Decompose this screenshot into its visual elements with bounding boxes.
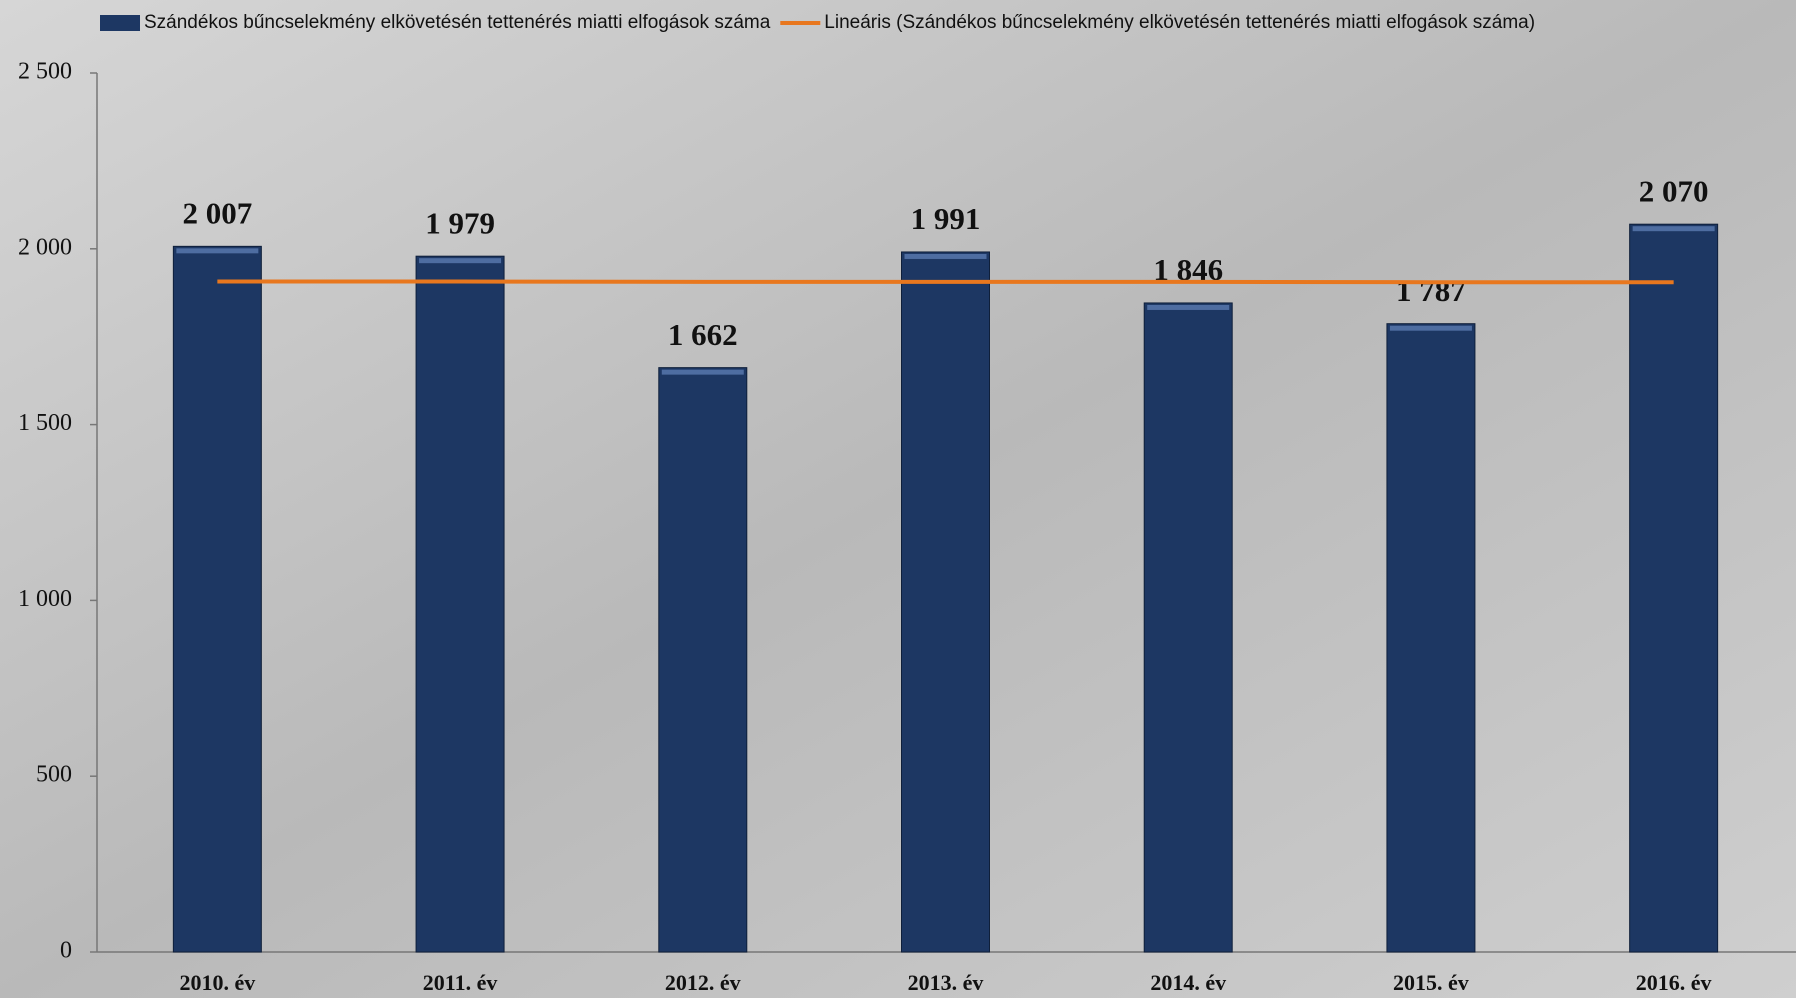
y-tick-label: 2 000 <box>18 234 72 260</box>
bar <box>1630 224 1718 952</box>
page: 0 500 1 000 1 500 2 000 2 500 2010. év 2011. év… <box>0 0 1796 998</box>
y-tick-label: 2 500 <box>18 59 72 85</box>
value-label: 2 070 <box>1639 173 1709 208</box>
bar-highlight <box>1633 226 1715 231</box>
value-label: 1 991 <box>911 201 981 236</box>
bar-highlight <box>419 258 501 263</box>
y-tick-label: 500 <box>36 762 72 788</box>
x-tick-label: 2014. év <box>1150 970 1226 995</box>
bar-highlight <box>662 370 744 375</box>
legend-label: Lineáris (Szándékos bűncselekmény elköve… <box>824 12 1535 33</box>
bar <box>416 256 504 952</box>
x-tick-label: 2015. év <box>1393 970 1469 995</box>
trend-line <box>217 281 1673 282</box>
x-tick-label: 2010. év <box>179 970 255 995</box>
bar <box>173 246 261 952</box>
value-label: 2 007 <box>182 195 252 230</box>
x-tick-label: 2011. év <box>423 970 498 995</box>
x-tick-label: 2013. év <box>908 970 984 995</box>
y-tick-label: 1 500 <box>18 410 72 436</box>
x-tick-label: 2016. év <box>1636 970 1712 995</box>
bar <box>659 368 747 952</box>
bar-highlight <box>1147 305 1229 310</box>
value-label: 1 662 <box>668 317 738 352</box>
chart: 0 500 1 000 1 500 2 000 2 500 2010. év 2011. év… <box>0 0 1796 998</box>
bar <box>1387 324 1475 952</box>
legend-swatch <box>100 15 140 31</box>
value-label: 1 787 <box>1396 273 1466 308</box>
bar <box>902 252 990 952</box>
bar-highlight <box>1390 326 1472 331</box>
legend-label: Szándékos bűncselekmény elkövetésén tett… <box>144 12 771 33</box>
background <box>0 0 1796 998</box>
value-label: 1 979 <box>425 205 495 240</box>
y-tick-label: 1 000 <box>18 586 72 612</box>
bar-highlight <box>905 254 987 259</box>
x-tick-label: 2012. év <box>665 970 741 995</box>
y-tick-label: 0 <box>60 938 72 964</box>
bar-highlight <box>176 248 258 253</box>
bar <box>1144 303 1232 952</box>
